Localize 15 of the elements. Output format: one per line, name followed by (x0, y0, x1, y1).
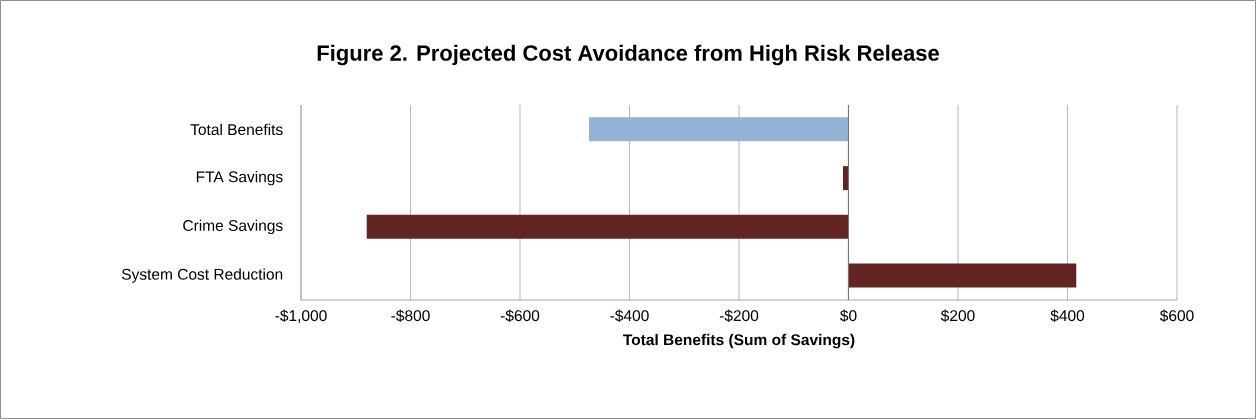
y-tick-label: Total Benefits (190, 123, 283, 136)
y-tick-label: FTA Savings (196, 170, 283, 186)
x-tick-label: $200 (940, 309, 975, 323)
y-tick-label: System Cost Reduction (121, 268, 283, 283)
chart-title: Figure 2. Projected Cost Avoidance from High Risk Release (317, 44, 939, 66)
x-tick-label: -$200 (719, 309, 759, 323)
x-axis-title: Total Benefits (Sum of Savings) (623, 333, 855, 349)
x-tick-label: -$800 (391, 309, 430, 323)
x-tick-label: $600 (1159, 309, 1194, 323)
x-tick-label: -$1,000 (275, 309, 327, 323)
x-tick-label: $400 (1050, 309, 1085, 323)
x-tick-label: $0 (840, 309, 857, 323)
x-tick-label: -$600 (500, 309, 540, 323)
y-tick-label: Crime Savings (183, 219, 283, 235)
x-tick-label: -$400 (610, 309, 649, 323)
